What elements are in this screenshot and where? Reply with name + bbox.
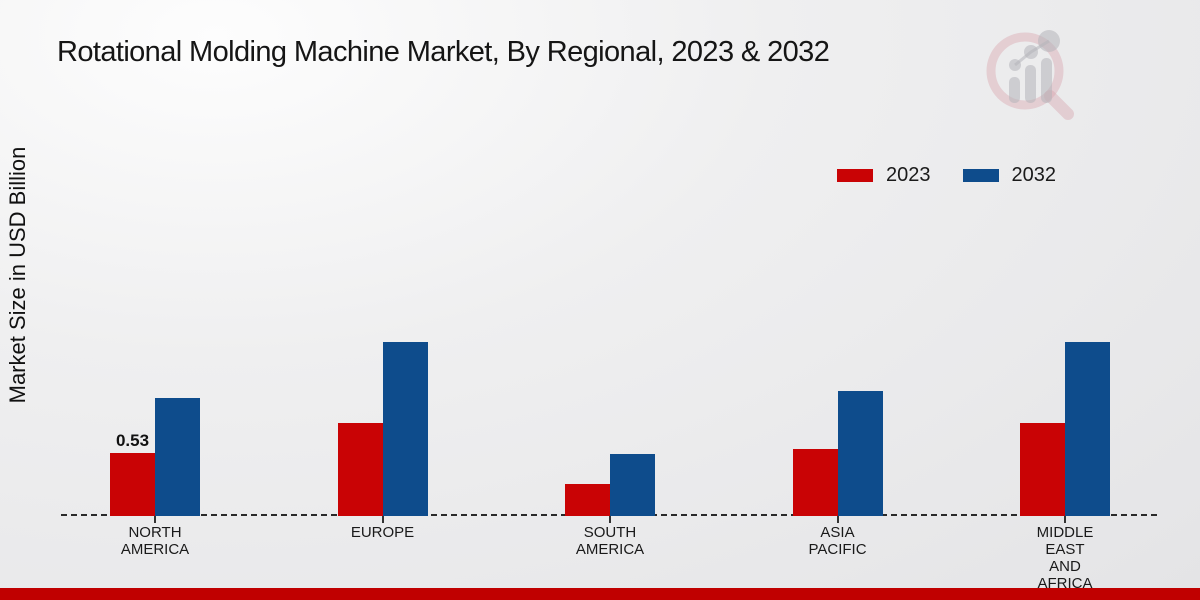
legend-swatch-2032 [962, 169, 999, 182]
x-axis-tick-europe [381, 516, 384, 523]
bar-2023-middle-east-and-africa [1020, 423, 1065, 516]
category-label-europe: EUROPE [350, 524, 415, 541]
magnifier-bar-chart-logo-icon [986, 30, 1074, 120]
x-axis-tick-south-america [609, 516, 611, 523]
legend-item-2023: 2023 [837, 164, 931, 187]
footer-accent-bar [0, 588, 1200, 600]
legend-swatch-2023 [837, 169, 873, 182]
x-axis-tick-asia-pacific [836, 516, 839, 523]
bar-2032-north-america [155, 398, 200, 516]
chart-title: Rotational Molding Machine Market, By Re… [57, 36, 830, 68]
legend-label: 2023 [886, 164, 931, 186]
bar-2023-europe [337, 423, 383, 516]
category-label-asia-pacific: ASIA PACIFIC [808, 524, 867, 558]
bar-2032-south-america [610, 454, 655, 516]
legend: 2023 2032 [837, 164, 1056, 187]
bar-2032-asia-pacific [837, 391, 883, 516]
bar-2032-europe [382, 342, 428, 516]
x-axis-tick-middle-east-and-africa [1064, 516, 1066, 523]
data-label-2023-north-america: 0.53 [115, 431, 150, 450]
legend-item-2032: 2032 [962, 164, 1057, 187]
legend-label: 2032 [1011, 164, 1057, 186]
bar-2023-asia-pacific [792, 449, 838, 516]
x-axis-tick-north-america [154, 516, 156, 523]
category-label-south-america: SOUTH AMERICA [575, 524, 645, 558]
bar-2023-south-america [565, 484, 610, 516]
bar-2023-north-america [110, 453, 155, 516]
bar-2032-middle-east-and-africa [1065, 342, 1110, 516]
category-label-north-america: NORTH AMERICA [120, 524, 190, 558]
category-label-middle-east-and-africa: MIDDLE EAST AND AFRICA [1036, 524, 1094, 592]
